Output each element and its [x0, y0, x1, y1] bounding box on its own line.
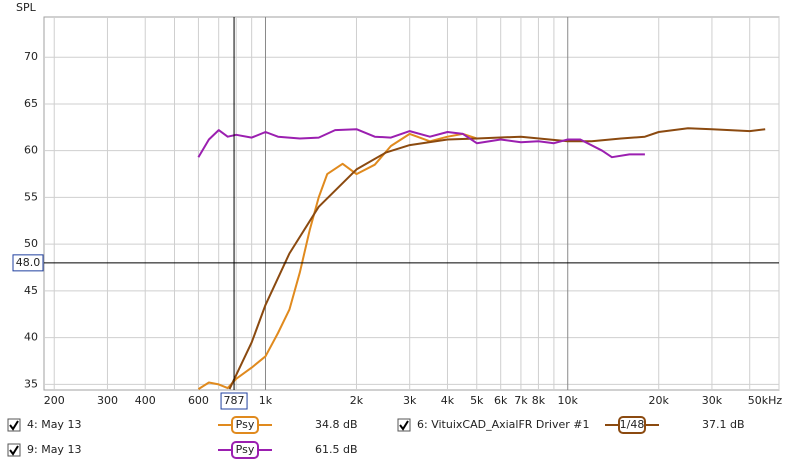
x-tick-label: 5k — [470, 394, 484, 407]
readout: 37.1 dB — [702, 418, 745, 431]
cursor-x-box — [220, 392, 248, 410]
series-line — [228, 127, 766, 390]
x-tick-label: 30k — [702, 394, 723, 407]
legend-label: 9: May 13 — [27, 443, 81, 456]
y-tick-label: 35 — [24, 377, 38, 390]
cursor-y-box — [12, 254, 44, 272]
cursor-x-label: 787 — [224, 394, 245, 407]
smoothing-label: Psy — [236, 418, 255, 431]
y-tick-label: 70 — [24, 50, 38, 63]
x-tick-label: 3k — [403, 394, 417, 407]
x-tick-label: 600 — [188, 394, 209, 407]
checkmark — [9, 420, 19, 431]
plot-area — [43, 16, 780, 391]
cursor-y-label: 48.0 — [16, 256, 41, 269]
smoothing-button[interactable] — [231, 416, 259, 434]
x-tick-label: 8k — [532, 394, 546, 407]
x-tick-label: 50kHz — [748, 394, 783, 407]
y-tick-label: 45 — [24, 284, 38, 297]
legend-label: 6: VituixCAD_AxialFR Driver #1 — [417, 418, 589, 431]
x-tick-label: 10k — [558, 394, 579, 407]
checkmark — [399, 420, 409, 431]
y-tick-label: 40 — [24, 331, 38, 344]
x-tick-label: 200 — [44, 394, 65, 407]
x-tick-label: 400 — [135, 394, 156, 407]
smoothing-button[interactable] — [618, 416, 646, 434]
y-tick-label: 55 — [24, 190, 38, 203]
legend-label: 4: May 13 — [27, 418, 81, 431]
y-tick-label: 65 — [24, 97, 38, 110]
x-tick-label: 2k — [350, 394, 364, 407]
smoothing-label: 1/48 — [620, 418, 645, 431]
readout: 34.8 dB — [315, 418, 358, 431]
series-line — [197, 128, 645, 159]
y-tick-label: 50 — [24, 237, 38, 250]
x-tick-label: 1k — [259, 394, 273, 407]
smoothing-label: Psy — [236, 443, 255, 456]
x-tick-label: 300 — [97, 394, 118, 407]
x-tick-label: 6k — [494, 394, 508, 407]
smoothing-button[interactable] — [231, 441, 259, 459]
y-tick-label: 60 — [24, 144, 38, 157]
y-axis-label: SPL — [16, 1, 37, 14]
x-tick-label: 4k — [441, 394, 455, 407]
x-tick-label: 7k — [514, 394, 528, 407]
x-tick-label: 20k — [649, 394, 670, 407]
checkmark — [9, 445, 19, 456]
readout: 61.5 dB — [315, 443, 358, 456]
